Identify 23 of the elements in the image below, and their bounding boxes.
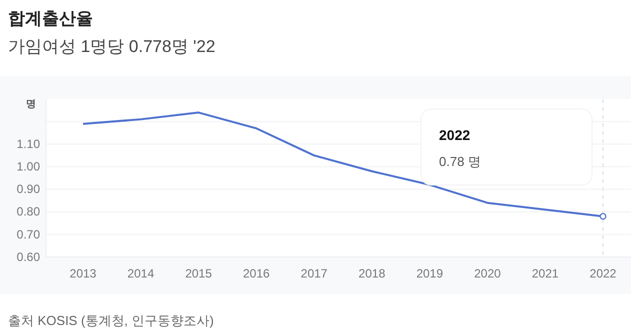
y-tick-label: 0.80 [16, 204, 40, 219]
chart-subtitle: 가임여성 1명당 0.778명 '22 [8, 37, 216, 56]
x-tick-label: 2018 [358, 266, 386, 281]
x-tick-label: 2015 [185, 266, 212, 281]
annotation: 2022 [439, 127, 470, 143]
y-axis-title: 명 [26, 99, 36, 110]
x-tick-label: 2020 [474, 266, 502, 281]
y-tick-label: 0.90 [16, 182, 40, 196]
x-tick-label: 2016 [242, 266, 270, 281]
chart-title: 합계출산율 [8, 9, 93, 28]
x-tick-label: 2021 [532, 266, 559, 281]
x-tick-label: 2013 [70, 266, 97, 281]
y-tick-label: 1.10 [16, 136, 40, 151]
annotation: 0.78 명 [439, 154, 481, 169]
y-tick-label: 1.00 [16, 160, 40, 174]
x-tick-label: 2022 [590, 266, 617, 281]
y-tick-label: 0.70 [16, 227, 40, 242]
source-note: 출처 KOSIS (통계청, 인구동향조사) [8, 313, 214, 328]
x-tick-label: 2019 [416, 266, 444, 281]
y-tick-label: 0.60 [16, 250, 40, 264]
x-tick-label: 2014 [127, 266, 154, 281]
x-tick-label: 2017 [300, 266, 328, 281]
tooltip-card: 2022 0.78 명 [420, 108, 592, 186]
